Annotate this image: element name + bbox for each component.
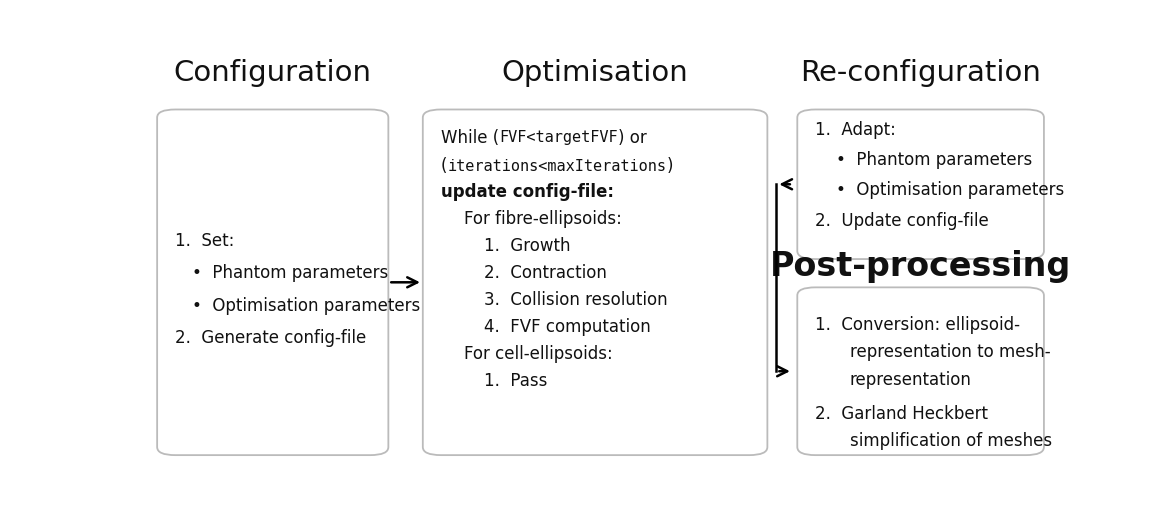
- Text: Re-configuration: Re-configuration: [800, 59, 1041, 87]
- Text: ): ): [667, 157, 673, 175]
- Text: (: (: [441, 157, 447, 175]
- Text: 1.  Growth: 1. Growth: [484, 237, 571, 255]
- Text: Optimisation: Optimisation: [502, 59, 688, 87]
- Text: iterations<maxIterations: iterations<maxIterations: [447, 159, 667, 174]
- Text: •  Optimisation parameters: • Optimisation parameters: [815, 181, 1065, 200]
- Text: 4.  FVF computation: 4. FVF computation: [484, 318, 652, 336]
- Text: representation: representation: [849, 371, 972, 388]
- Text: 1.  Pass: 1. Pass: [484, 372, 548, 390]
- Text: 2.  Garland Heckbert: 2. Garland Heckbert: [815, 405, 989, 423]
- Text: While (: While (: [441, 129, 500, 147]
- Text: Post-processing: Post-processing: [770, 250, 1072, 284]
- FancyBboxPatch shape: [797, 287, 1044, 455]
- Text: For cell-ellipsoids:: For cell-ellipsoids:: [463, 345, 612, 363]
- Text: 1.  Adapt:: 1. Adapt:: [815, 121, 896, 139]
- Text: 2.  Contraction: 2. Contraction: [484, 264, 607, 282]
- FancyBboxPatch shape: [422, 110, 768, 455]
- Text: •  Optimisation parameters: • Optimisation parameters: [192, 297, 420, 314]
- Text: •  Phantom parameters: • Phantom parameters: [815, 151, 1033, 169]
- Text: representation to mesh-: representation to mesh-: [849, 343, 1051, 361]
- Text: 2.  Update config-file: 2. Update config-file: [815, 212, 989, 229]
- Text: For fibre-ellipsoids:: For fibre-ellipsoids:: [463, 209, 621, 228]
- FancyBboxPatch shape: [797, 110, 1044, 259]
- Text: •  Phantom parameters: • Phantom parameters: [192, 264, 387, 282]
- Text: ) or: ) or: [618, 129, 647, 147]
- Text: 1.  Set:: 1. Set:: [176, 232, 235, 250]
- Text: FVF<targetFVF: FVF<targetFVF: [500, 130, 618, 145]
- Text: update config-file:: update config-file:: [441, 183, 614, 201]
- Text: Configuration: Configuration: [173, 59, 372, 87]
- Text: 3.  Collision resolution: 3. Collision resolution: [484, 291, 668, 309]
- Text: 2.  Generate config-file: 2. Generate config-file: [176, 329, 366, 347]
- Text: 1.  Conversion: ellipsoid-: 1. Conversion: ellipsoid-: [815, 316, 1020, 334]
- Text: simplification of meshes: simplification of meshes: [849, 432, 1052, 450]
- FancyBboxPatch shape: [157, 110, 388, 455]
